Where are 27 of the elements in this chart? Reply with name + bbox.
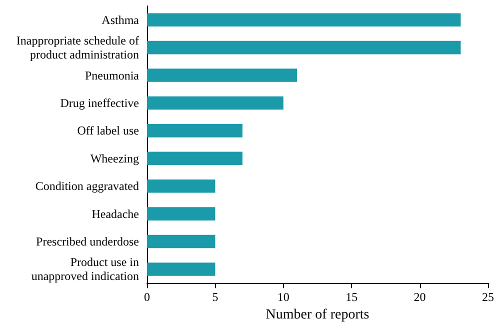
bar	[147, 13, 461, 27]
y-tick-label: Drug ineffective	[60, 96, 139, 110]
y-tick-label: Inappropriate schedule of product administration	[16, 34, 139, 62]
bar	[147, 96, 284, 110]
x-tick-label: 25	[482, 290, 494, 304]
x-tick-label: 0	[144, 290, 150, 304]
y-tick-label: Pneumonia	[85, 68, 140, 82]
y-tick-label: Condition aggravated	[35, 179, 139, 194]
x-tick-label: 10	[277, 290, 290, 304]
y-tick-label: Asthma	[102, 12, 140, 27]
y-tick-label: Product use in unapproved indication	[31, 255, 139, 284]
bar	[147, 234, 216, 248]
bar	[147, 262, 216, 276]
y-tick-label: Headache	[92, 206, 139, 221]
bar	[147, 179, 216, 193]
y-tick-label: Wheezing	[90, 151, 139, 166]
bar	[147, 40, 461, 54]
x-tick-label: 15	[346, 290, 358, 304]
bar	[147, 207, 216, 220]
x-axis-title: Number of reports	[266, 308, 370, 322]
bar	[147, 124, 242, 138]
x-tick-label: 20	[414, 290, 426, 304]
x-tick-label: 5	[212, 290, 218, 304]
bar	[147, 68, 298, 82]
y-tick-label: Off label use	[77, 124, 139, 138]
y-tick-label: Prescribed underdose	[36, 234, 139, 249]
bar	[147, 152, 242, 166]
